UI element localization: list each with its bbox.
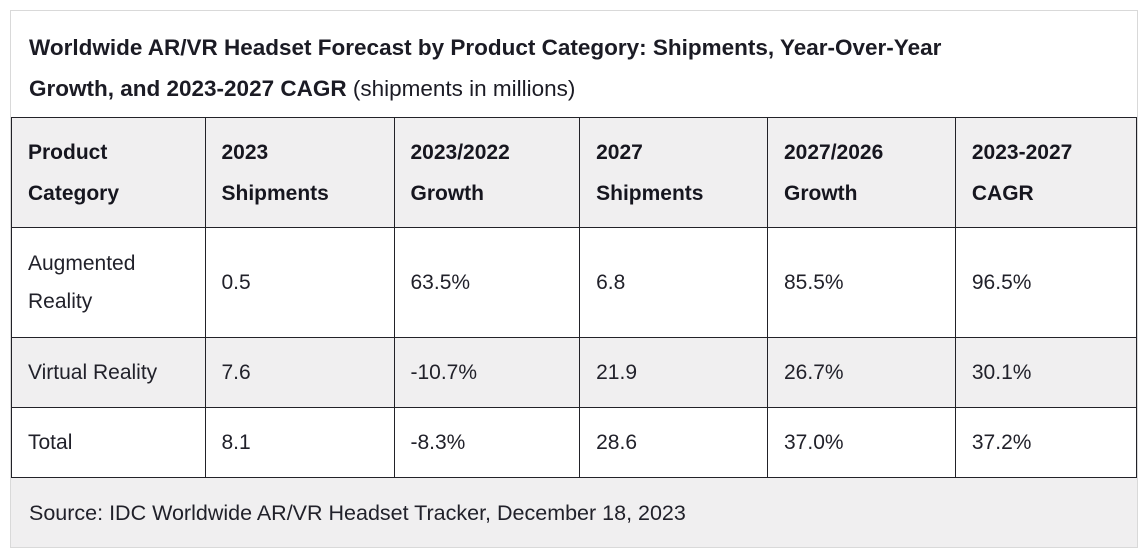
cell-2023-2022-growth: 63.5%: [393, 227, 581, 338]
table-row-augmented-reality: Augmented Reality 0.5 63.5% 6.8 85.5% 96…: [11, 227, 1137, 338]
table-row-total: Total 8.1 -8.3% 28.6 37.0% 37.2%: [11, 407, 1137, 478]
source-note: Source: IDC Worldwide AR/VR Headset Trac…: [11, 478, 1137, 547]
column-header-2023-shipments: 2023 Shipments: [204, 117, 395, 228]
column-header-2027-2026-growth: 2027/2026 Growth: [767, 117, 956, 228]
column-header-product-category: Product Category: [11, 117, 206, 228]
cell-2023-shipments: 0.5: [204, 227, 395, 338]
cell-2023-2022-growth: -8.3%: [393, 407, 581, 478]
cell-2027-shipments: 6.8: [579, 227, 768, 338]
cell-2023-2027-cagr: 37.2%: [954, 407, 1137, 478]
cell-2027-2026-growth: 85.5%: [767, 227, 956, 338]
cell-category: Total: [11, 407, 206, 478]
cell-2023-shipments: 7.6: [204, 337, 395, 408]
column-header-2023-2022-growth: 2023/2022 Growth: [393, 117, 581, 228]
forecast-table: Product Category 2023 Shipments 2023/202…: [11, 117, 1137, 478]
cell-2027-2026-growth: 37.0%: [767, 407, 956, 478]
table-row-virtual-reality: Virtual Reality 7.6 -10.7% 21.9 26.7% 30…: [11, 337, 1137, 408]
cell-category: Augmented Reality: [11, 227, 206, 338]
header-row: Product Category 2023 Shipments 2023/202…: [11, 117, 1137, 228]
table-title: Worldwide AR/VR Headset Forecast by Prod…: [11, 11, 1137, 117]
cell-category: Virtual Reality: [11, 337, 206, 408]
cell-2027-shipments: 21.9: [579, 337, 768, 408]
cell-2023-2027-cagr: 96.5%: [954, 227, 1137, 338]
column-header-2023-2027-cagr: 2023-2027 CAGR: [954, 117, 1137, 228]
column-header-2027-shipments: 2027 Shipments: [579, 117, 768, 228]
cell-2023-2022-growth: -10.7%: [393, 337, 581, 408]
cell-2023-2027-cagr: 30.1%: [954, 337, 1137, 408]
table-title-subtitle: (shipments in millions): [346, 76, 576, 101]
cell-2027-shipments: 28.6: [579, 407, 768, 478]
table-title-main: Worldwide AR/VR Headset Forecast by Prod…: [29, 35, 942, 101]
cell-2027-2026-growth: 26.7%: [767, 337, 956, 408]
cell-2023-shipments: 8.1: [204, 407, 395, 478]
forecast-table-card: Worldwide AR/VR Headset Forecast by Prod…: [10, 10, 1138, 548]
